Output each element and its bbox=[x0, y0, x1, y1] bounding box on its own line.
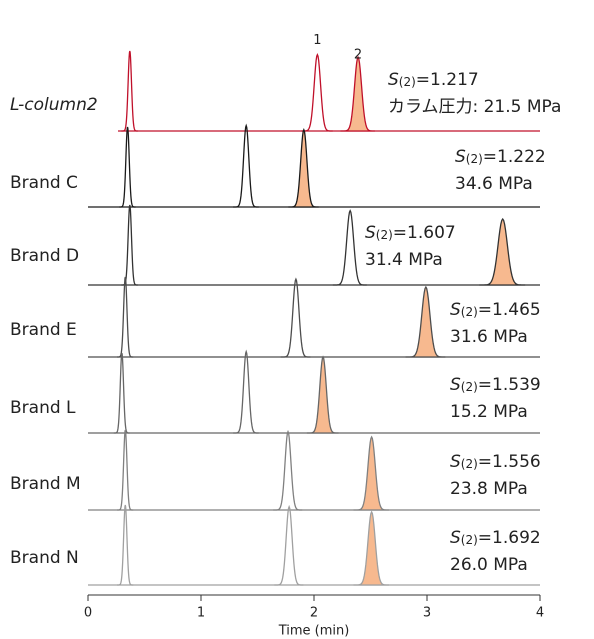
resolution-label: S(2)=1.539 bbox=[450, 375, 541, 395]
peak bbox=[119, 126, 136, 208]
resolution-label: S(2)=1.465 bbox=[450, 300, 541, 320]
peak bbox=[117, 429, 134, 511]
peak bbox=[117, 504, 134, 586]
series-name: Brand L bbox=[10, 398, 76, 418]
resolution-value: =1.217 bbox=[416, 70, 479, 90]
series-name: L-column2 bbox=[10, 95, 98, 115]
resolution-value: =1.465 bbox=[478, 300, 541, 320]
resolution-value: =1.607 bbox=[393, 223, 456, 243]
resolution-value: =1.539 bbox=[478, 375, 541, 395]
series-name: Brand D bbox=[10, 246, 79, 266]
x-tick-label: 3 bbox=[423, 606, 431, 621]
peak bbox=[301, 52, 333, 132]
peak-label: 1 bbox=[313, 33, 321, 48]
resolution-subscript: (2) bbox=[461, 380, 478, 394]
x-axis-label: Time (min) bbox=[278, 624, 350, 639]
x-tick-label: 2 bbox=[310, 606, 318, 621]
resolution-value: =1.692 bbox=[478, 528, 541, 548]
resolution-label: S(2)=1.222 bbox=[455, 147, 546, 167]
pressure-label: 34.6 MPa bbox=[455, 174, 533, 194]
series-name: Brand E bbox=[10, 320, 77, 340]
resolution-symbol: S bbox=[450, 375, 461, 395]
x-tick-label: 1 bbox=[197, 606, 205, 621]
peak bbox=[121, 50, 138, 132]
resolution-value: =1.556 bbox=[478, 452, 541, 472]
resolution-symbol: S bbox=[450, 300, 461, 320]
resolution-symbol: S bbox=[365, 223, 376, 243]
pressure-label: 26.0 MPa bbox=[450, 555, 528, 575]
peak bbox=[332, 209, 367, 286]
series-name: Brand N bbox=[10, 548, 79, 568]
resolution-subscript: (2) bbox=[399, 75, 416, 89]
peak bbox=[274, 504, 304, 586]
resolution-label: S(2)=1.217 bbox=[388, 70, 479, 90]
filled-peak bbox=[405, 285, 446, 358]
peak bbox=[117, 276, 134, 358]
resolution-value: =1.222 bbox=[483, 147, 546, 167]
filled-peak bbox=[353, 510, 390, 586]
peak-label: 2 bbox=[354, 48, 362, 63]
resolution-subscript: (2) bbox=[461, 457, 478, 471]
pressure-label: カラム圧力: 21.5 MPa bbox=[388, 97, 561, 117]
resolution-label: S(2)=1.607 bbox=[365, 223, 456, 243]
series-name: Brand C bbox=[10, 173, 78, 193]
pressure-label: 31.4 MPa bbox=[365, 250, 443, 270]
resolution-label: S(2)=1.692 bbox=[450, 528, 541, 548]
resolution-subscript: (2) bbox=[461, 305, 478, 319]
resolution-subscript: (2) bbox=[466, 152, 483, 166]
resolution-subscript: (2) bbox=[461, 533, 478, 547]
resolution-symbol: S bbox=[455, 147, 466, 167]
series-name: Brand M bbox=[10, 474, 81, 494]
x-tick-label: 0 bbox=[84, 606, 92, 621]
peak bbox=[273, 429, 303, 511]
filled-peak bbox=[479, 217, 526, 286]
resolution-symbol: S bbox=[450, 452, 461, 472]
filled-peak bbox=[340, 55, 375, 132]
resolution-symbol: S bbox=[450, 528, 461, 548]
pressure-label: 23.8 MPa bbox=[450, 479, 528, 499]
filled-peak bbox=[353, 435, 390, 511]
peak bbox=[233, 349, 259, 434]
peak bbox=[113, 352, 130, 434]
filled-peak bbox=[306, 355, 339, 434]
resolution-subscript: (2) bbox=[376, 228, 393, 242]
pressure-label: 15.2 MPa bbox=[450, 402, 528, 422]
peak bbox=[233, 123, 259, 208]
peak bbox=[280, 277, 311, 358]
resolution-symbol: S bbox=[388, 70, 399, 90]
pressure-label: 31.6 MPa bbox=[450, 327, 528, 347]
x-tick-label: 4 bbox=[536, 606, 544, 621]
filled-peak bbox=[288, 127, 319, 208]
peak bbox=[121, 204, 138, 286]
resolution-label: S(2)=1.556 bbox=[450, 452, 541, 472]
